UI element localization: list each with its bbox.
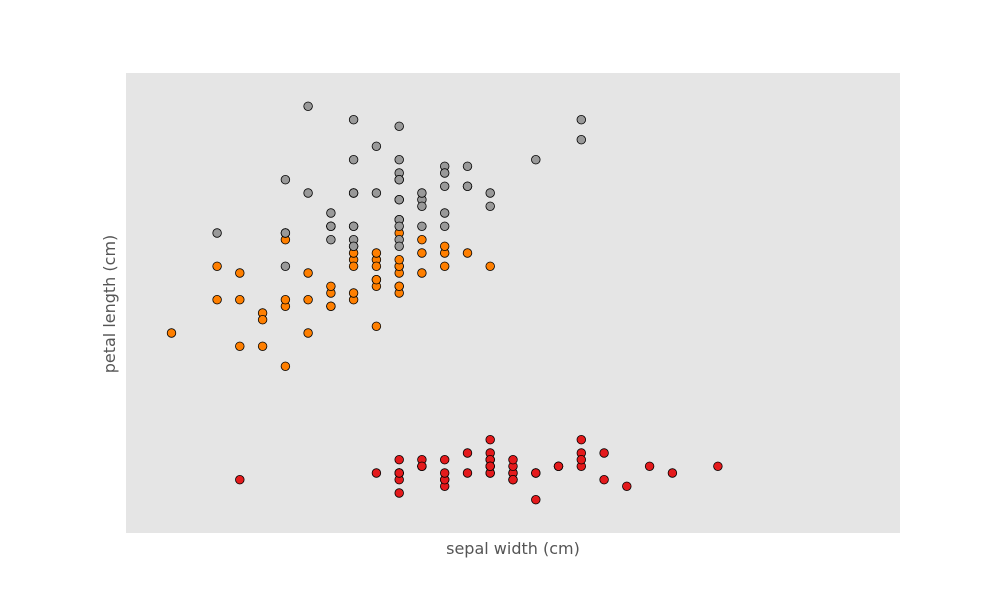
scatter-point-s2-29 (394, 174, 404, 185)
scatter-point-s1-6 (462, 248, 473, 258)
scatter-point-s1-49 (348, 288, 359, 298)
scatter-point-s2-49 (394, 221, 404, 232)
scatter-point-s0-15 (713, 461, 723, 472)
scatter-point-s0-29 (440, 455, 450, 465)
scatter-point-s2-6 (280, 261, 291, 272)
scatter-point-s1-41 (394, 255, 404, 265)
scatter-point-s0-5 (599, 448, 609, 458)
scatter-point-s2-26 (348, 241, 359, 252)
scatter-point-s0-23 (462, 448, 473, 458)
scatter-point-s1-3 (235, 295, 245, 305)
scatter-point-s2-44 (462, 181, 473, 192)
scatter-point-s1-14 (371, 321, 382, 332)
scatter-point-s1-20 (440, 241, 450, 252)
scatter-point-s2-11 (326, 208, 336, 218)
scatter-point-s2-42 (326, 221, 336, 232)
scatter-point-s2-48 (485, 201, 495, 212)
scatter-point-s0-16 (599, 475, 609, 485)
scatter-point-s1-48 (280, 361, 291, 372)
scatter-point-s2-34 (303, 188, 313, 198)
scatter-point-s2-43 (440, 168, 450, 178)
scatter-point-s2-18 (303, 101, 313, 112)
scatter-point-s1-10 (166, 328, 177, 338)
scatter-point-s2-46 (280, 228, 291, 238)
scatter-point-s2-38 (394, 241, 404, 252)
scatter-point-s1-1 (440, 261, 450, 272)
scatter-point-s1-43 (235, 341, 245, 352)
scatter-point-s1-32 (326, 301, 336, 312)
scatter-point-s2-8 (280, 174, 291, 185)
scatter-point-s2-0 (462, 161, 473, 172)
scatter-point-s1-44 (326, 281, 336, 292)
scatter-point-s2-10 (440, 221, 450, 232)
scatter-point-s2-23 (326, 234, 336, 245)
scatter-point-s0-14 (622, 481, 632, 492)
scatter-point-s1-39 (280, 295, 291, 305)
scatter-point-s0-25 (394, 455, 404, 465)
scatter-point-s1-47 (371, 275, 382, 285)
scatter-point-s0-8 (371, 468, 382, 478)
scatter-point-s1-40 (303, 268, 313, 278)
scatter-point-s0-43 (508, 455, 518, 465)
scatter-point-s2-19 (212, 228, 222, 238)
scatter-point-s1-31 (257, 315, 268, 325)
scatter-point-s0-47 (440, 468, 450, 478)
scatter-point-s1-42 (303, 295, 313, 305)
data-points (166, 101, 723, 505)
scatter-point-s2-30 (348, 154, 359, 165)
scatter-point-s0-46 (576, 455, 587, 465)
scatter-point-s1-5 (348, 261, 359, 272)
scatter-point-s1-18 (212, 261, 222, 272)
scatter-point-s1-45 (394, 281, 404, 292)
scatter-point-s0-48 (553, 461, 564, 472)
scatter-point-s0-39 (485, 461, 495, 472)
scatter-point-s0-41 (235, 475, 245, 485)
y-axis-label: petal length (cm) (100, 235, 119, 374)
scatter-point-s0-22 (531, 495, 541, 505)
scatter-point-s2-9 (531, 154, 541, 165)
scatter-point-s1-15 (417, 268, 427, 278)
scatter-point-s0-24 (485, 435, 495, 445)
scatter-point-s1-35 (485, 261, 495, 272)
scatter-point-s2-40 (417, 188, 427, 198)
scatter-point-s0-13 (394, 488, 404, 498)
scatter-point-s2-3 (371, 188, 382, 198)
scatter-point-s2-31 (576, 134, 587, 145)
scatter-point-s0-37 (531, 468, 541, 478)
scatter-point-s1-28 (371, 261, 382, 272)
scatter-point-s2-16 (394, 194, 404, 205)
scatter-point-s1-7 (257, 341, 268, 352)
scatter-point-s2-22 (348, 114, 359, 125)
scatter-point-s0-44 (576, 435, 587, 445)
scatter-point-s2-32 (348, 188, 359, 198)
scatter-point-s0-32 (644, 461, 655, 472)
scatter-point-s1-13 (371, 248, 382, 258)
scatter-point-s2-5 (394, 121, 404, 132)
scatter-point-s2-17 (576, 114, 587, 125)
scatter-point-s1-36 (417, 248, 427, 258)
scatter-point-s2-36 (485, 188, 495, 198)
scatter-point-s2-33 (348, 221, 359, 232)
scatter-point-s1-37 (235, 268, 245, 278)
scatter-point-s2-41 (417, 221, 427, 232)
scatter-point-s1-2 (417, 234, 427, 245)
scatter-point-s0-49 (462, 468, 473, 478)
scatter-point-s0-34 (417, 461, 427, 472)
scatter-point-s2-20 (440, 181, 450, 192)
scatter-point-s2-35 (394, 154, 404, 165)
scatter-point-s0-33 (667, 468, 678, 478)
x-axis-label: sepal width (cm) (446, 539, 580, 558)
scatter-point-s2-39 (417, 201, 427, 212)
scatter-point-s2-7 (371, 141, 382, 152)
scatter-point-s1-12 (212, 295, 222, 305)
scatter-point-s0-40 (508, 475, 518, 485)
scatter-point-s0-45 (394, 468, 404, 478)
scatter-point-s1-29 (303, 328, 313, 338)
scatter-point-s2-15 (440, 208, 450, 218)
